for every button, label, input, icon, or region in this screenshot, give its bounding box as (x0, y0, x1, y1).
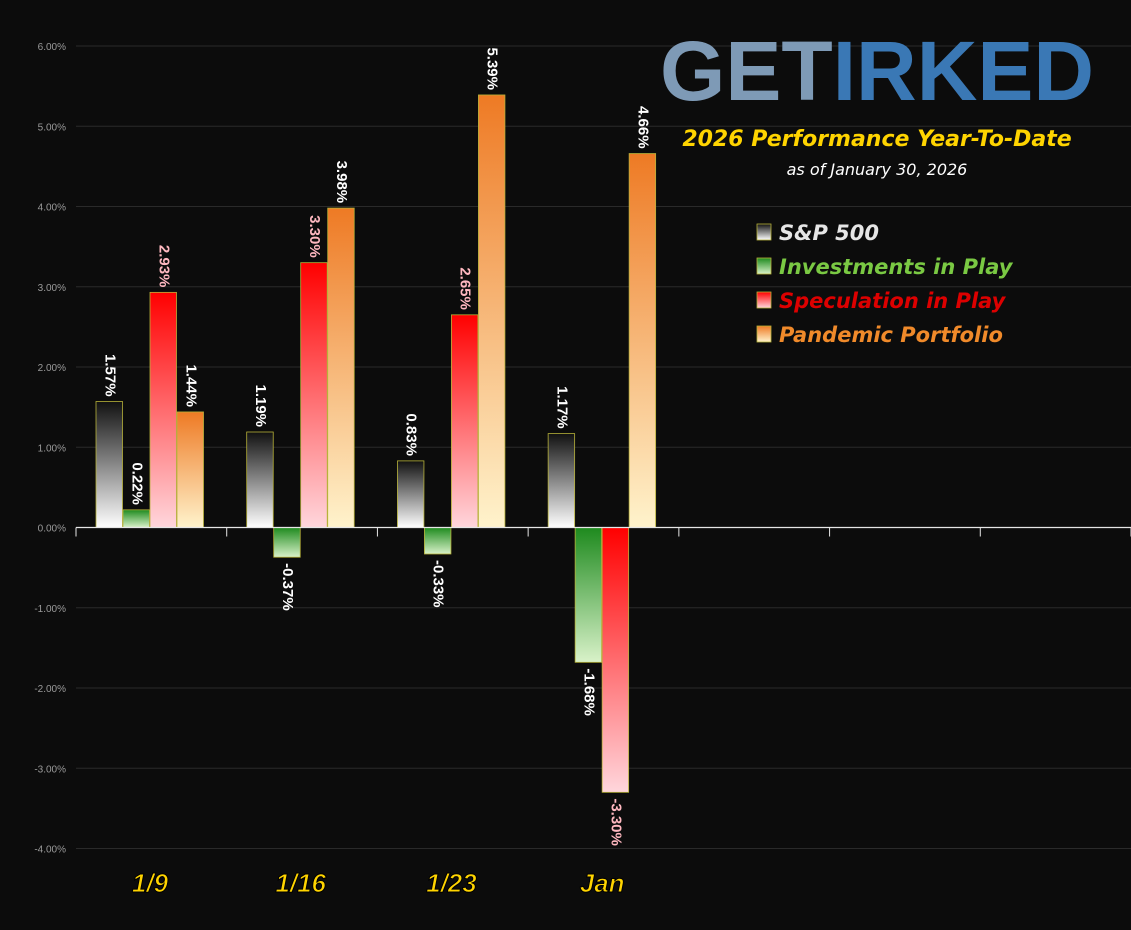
category-label: 1/9 (132, 868, 169, 898)
y-tick-label: -4.00% (34, 845, 66, 856)
legend: S&P 500 Investments in Play Speculation in… (756, 221, 1014, 347)
bar-speculation-in-play-Jan (601, 527, 630, 793)
bar-s-p-500-Jan (547, 433, 576, 528)
data-label: -0.33% (430, 560, 447, 608)
data-label: -3.30% (607, 798, 624, 846)
y-tick-label: 4.00% (38, 203, 66, 214)
category-labels: 1/9 1/16 1/23 Jan (131, 868, 625, 899)
bar-investments-in-play-Jan (574, 527, 603, 663)
bar-s-p-500-116 (246, 431, 274, 528)
bar-s-p-500-123 (397, 460, 425, 528)
category-label: Jan (580, 868, 625, 898)
y-axis-ticks: 6.00% 5.00% 4.00% 3.00% 2.00% 1.00% 0.00% -1.00… (34, 42, 66, 856)
data-label: 2.65% (457, 267, 474, 310)
legend-entry: Speculation in Play (779, 289, 1007, 313)
logo: GETIRKED (660, 24, 1094, 118)
data-label: 3.30% (306, 215, 323, 258)
svg-text:GETIRKED: GETIRKED (660, 24, 1094, 118)
data-label: 2.93% (155, 245, 172, 288)
bar-pandemic-portfolio-123 (478, 94, 506, 528)
bar-investments-in-play-123 (424, 527, 452, 555)
bars (95, 94, 657, 793)
bar-speculation-in-play-116 (300, 262, 328, 528)
bar-pandemic-portfolio-19 (176, 411, 204, 528)
legend-entry: Investments in Play (779, 255, 1014, 279)
category-label: 1/23 (426, 868, 477, 898)
legend-swatch (756, 325, 772, 343)
bar-s-p-500-19 (95, 401, 123, 528)
legend-swatch (756, 291, 772, 309)
y-tick-label: 5.00% (38, 122, 66, 133)
data-label: 1.19% (252, 385, 269, 428)
data-label: 5.39% (484, 47, 501, 90)
legend-swatch (756, 223, 772, 241)
bar-speculation-in-play-19 (149, 291, 177, 528)
chart-title: 2026 Performance Year-To-Date (682, 127, 1071, 152)
y-tick-label: -3.00% (34, 764, 66, 775)
data-label: 4.66% (634, 106, 651, 149)
data-label: 3.98% (333, 161, 350, 204)
logo-text-irked: IRKED (833, 24, 1094, 118)
y-tick-label: 6.00% (38, 42, 66, 53)
category-label: 1/16 (275, 868, 326, 898)
logo-text-get: GET (660, 24, 833, 118)
data-label: 0.22% (128, 462, 145, 505)
y-tick-label: 2.00% (38, 363, 66, 374)
data-label: -0.37% (279, 563, 296, 611)
data-labels: 1.57% 0.22% 2.93% 1.44% 1.19% -0.37% 3.30% 3.98… (101, 47, 651, 845)
data-label: 1.57% (101, 354, 118, 397)
y-tick-label: -2.00% (34, 684, 66, 695)
bar-investments-in-play-116 (273, 527, 301, 558)
data-label: 1.44% (182, 364, 199, 407)
data-label: 1.17% (553, 386, 570, 429)
chart-subtitle: as of January 30, 2026 (787, 160, 968, 179)
bar-pandemic-portfolio-116 (327, 207, 355, 528)
y-tick-label: 0.00% (38, 524, 66, 535)
data-label: 0.83% (403, 413, 420, 456)
bar-pandemic-portfolio-Jan (628, 153, 657, 528)
y-tick-label: 3.00% (38, 283, 66, 294)
y-tick-label: -1.00% (34, 604, 66, 615)
legend-entry: Pandemic Portfolio (779, 323, 1003, 347)
y-tick-label: 1.00% (38, 443, 66, 454)
data-label: -1.68% (580, 668, 597, 716)
legend-swatch (756, 257, 772, 275)
bar-investments-in-play-19 (122, 509, 150, 528)
legend-entry: S&P 500 (779, 221, 879, 245)
x-axis (75, 526, 1131, 537)
bar-speculation-in-play-123 (451, 314, 479, 528)
